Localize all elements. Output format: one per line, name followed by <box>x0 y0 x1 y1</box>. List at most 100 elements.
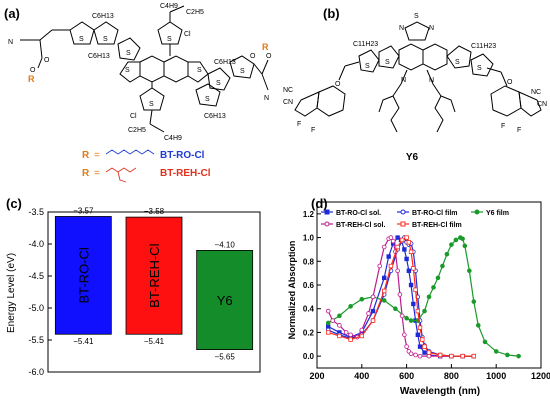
series-0-point-4 <box>370 308 376 314</box>
series-3-point-4 <box>348 332 353 338</box>
series-0-point-11 <box>404 256 409 262</box>
series-2-point-16 <box>449 242 454 247</box>
series-4-point-1 <box>337 333 342 339</box>
bar-2-name: Y6 <box>217 293 233 308</box>
y6-group-nc-right-1: NC <box>531 89 541 96</box>
legend-1-label: BT-RO-Cl film <box>412 210 458 217</box>
bar-0-top-label: −3.57 <box>73 206 94 215</box>
group-c6h13-3: C6H13 <box>214 59 236 66</box>
series-0-point-18 <box>422 350 427 355</box>
y6-name: Y6 <box>406 152 419 163</box>
bar-2 <box>196 250 254 350</box>
series-3-point-17 <box>399 313 405 319</box>
atom-n-right: N <box>264 95 269 102</box>
chart-c-ytick-label-4: -5.5 <box>28 335 44 345</box>
series-2-point-24 <box>482 339 488 345</box>
series-2-point-1 <box>337 313 342 319</box>
y6-atom-s-top: S <box>414 13 419 20</box>
series-4-point-22 <box>471 353 476 359</box>
y6-atom-n-top-right: N <box>429 25 434 32</box>
series-2-point-26 <box>505 352 510 358</box>
chart-d-ytick-label-3: 0.6 <box>303 281 315 290</box>
series-2-point-15 <box>444 251 450 257</box>
energy-level-chart: Energy Level (eV) -3.5 -4.0 -4.5 -5.0 -5.5 -6… <box>6 206 261 377</box>
series-3-point-1 <box>330 318 335 323</box>
y6-group-cn-left-2: CN <box>283 99 293 106</box>
series-2-point-12 <box>431 285 436 290</box>
chart-d-ylabel: Normalized Absorption <box>287 241 297 340</box>
series-3-point-6 <box>359 327 365 333</box>
series-0-point-16 <box>415 332 420 337</box>
chart-c-ytick-label-3: -5.0 <box>28 303 44 313</box>
atom-s-2: S <box>103 36 108 43</box>
atom-s-10: S <box>205 96 210 103</box>
atom-s-1: S <box>79 36 84 43</box>
series-3-point-22 <box>413 352 418 358</box>
series-4-point-16 <box>420 337 425 342</box>
chart-d-xtick-label-3: 800 <box>444 371 459 381</box>
panel-c: (c) Energy Level (eV) -3.5 -4.0 -4.5 -5.0 -5… <box>0 190 275 400</box>
panel-b: (b) S N N C11H23 C11H23 <box>275 0 550 190</box>
chart-d-ytick-label-2: 0.4 <box>303 305 315 314</box>
y6-atom-s-2: S <box>385 59 390 66</box>
atom-n-left: N <box>8 39 13 46</box>
series-4-point-3 <box>359 333 364 339</box>
y6-atom-o-right: O <box>507 79 513 86</box>
series-4-point-9 <box>404 235 409 240</box>
series-3-point-7 <box>366 311 371 316</box>
atom-o-right-1: O <box>250 53 256 60</box>
series-0-point-5 <box>382 275 387 281</box>
series-4-point-12 <box>411 266 416 271</box>
y6-atom-o-left: O <box>335 81 341 88</box>
chart-d-ytick-label-4: 0.8 <box>303 257 315 266</box>
series-2-point-25 <box>493 349 499 354</box>
chart-c-ylabel: Energy Level (eV) <box>6 253 17 333</box>
group-c6h13-2: C6H13 <box>88 53 110 60</box>
y6-atom-s-4: S <box>477 65 482 72</box>
bar-0-name: BT-RO-Cl <box>76 247 91 303</box>
legend-4-label: BT-REH-Cl film <box>412 222 462 229</box>
y6-atom-n-2: N <box>429 77 434 84</box>
r-def-1-name: BT-RO-Cl <box>160 150 205 161</box>
chart-d-xtick-label-2: 600 <box>399 371 414 381</box>
chart-d-xlabel: Wavelength (nm) <box>400 386 480 397</box>
y6-group-nc-left-1: NC <box>283 87 293 94</box>
series-3-point-0 <box>325 308 331 314</box>
y6-group-c11h23-left: C11H23 <box>353 41 378 48</box>
chart-d-xtick-label-5: 1200 <box>531 371 550 381</box>
series-4-point-2 <box>348 337 353 342</box>
y6-atom-n-top-left: N <box>399 25 404 32</box>
series-2-point-27 <box>516 353 521 359</box>
y6-atom-f-2: F <box>311 127 315 134</box>
group-c4h9-bottom: C4H9 <box>164 135 182 142</box>
bar-1 <box>125 216 183 335</box>
series-2-point-19 <box>460 236 465 242</box>
series-4-point-20 <box>449 353 454 359</box>
series-0-point-14 <box>411 301 416 307</box>
panel-d-label: (d) <box>311 196 328 211</box>
series-2-point-0 <box>325 320 331 326</box>
series-0-point-8 <box>395 235 400 240</box>
y6-atom-s-1: S <box>365 63 370 70</box>
chart-c-frame <box>47 211 261 373</box>
atom-o-right-2: O <box>266 53 272 60</box>
series-4-point-4 <box>370 318 376 323</box>
atom-s-6: S <box>197 67 202 74</box>
chart-d-xtick-label-1: 400 <box>354 371 369 381</box>
chart-d-ytick-label-1: 0.2 <box>303 328 315 337</box>
r-def-1-eq: = <box>94 150 100 161</box>
series-4-point-11 <box>408 249 414 254</box>
bar-2-top-label: −4.10 <box>215 240 236 249</box>
atom-cl-bottom: Cl <box>130 113 137 120</box>
series-4-point-7 <box>395 244 400 250</box>
series-3-point-24 <box>426 353 432 359</box>
panel-c-label: (c) <box>6 196 22 211</box>
structure-b: S N N C11H23 C11H23 S S S S N N NC CN NC… <box>283 13 547 163</box>
series-4-point-13 <box>413 287 418 292</box>
chart-c-ytick-label-0: -3.5 <box>28 207 44 217</box>
series-3-point-10 <box>381 244 387 250</box>
group-c6h13-1: C6H13 <box>92 13 114 20</box>
series-2-point-7 <box>404 315 409 321</box>
group-r-right: R <box>262 42 269 52</box>
y6-group-c11h23-right: C11H23 <box>471 43 496 50</box>
